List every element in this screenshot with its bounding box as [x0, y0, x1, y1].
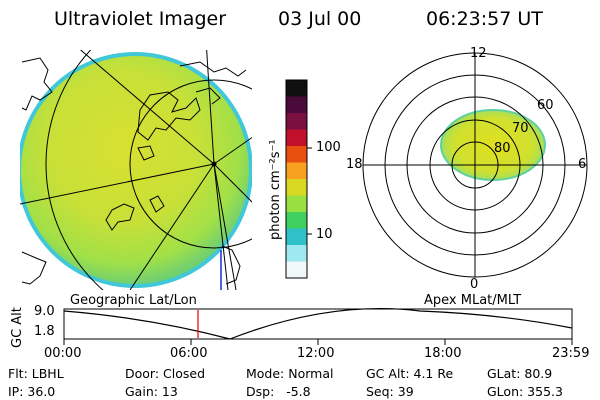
longitude-line: [213, 163, 237, 290]
door-status: Door: Closed: [125, 366, 206, 381]
altitude-tick-min: 1.8: [34, 324, 55, 339]
coastline: [21, 251, 47, 285]
x-tick-label: 23:59: [552, 346, 590, 361]
ip-status: IP: 36.0: [8, 384, 56, 399]
longitude-line: [206, 50, 215, 165]
coastline: [221, 245, 241, 285]
earth-disk: [21, 56, 249, 284]
mlat-label-80: 80: [494, 141, 511, 156]
coastline: [137, 145, 155, 161]
mlt-label-6: 6: [578, 157, 587, 172]
longitude-line: [213, 136, 252, 165]
dsp-status: Dsp: -5.8: [246, 384, 311, 399]
filter-status: Flt: LBHL: [8, 366, 64, 381]
colorbar-unit-label: photon cm⁻²s⁻¹: [268, 139, 283, 240]
colorbar-frame: [285, 79, 308, 279]
colorbar-segment: [286, 129, 307, 147]
coastline: [195, 87, 221, 105]
colorbar-segment: [286, 261, 307, 279]
colorbar-segment: [286, 195, 307, 213]
mlt-label-0: 0: [470, 277, 479, 292]
x-tick-label: 06:00: [170, 346, 208, 361]
gain-status: Gain: 13: [125, 384, 178, 399]
colorbar-segment: [286, 162, 307, 180]
longitude-line: [213, 163, 252, 203]
colorbar-label-10: 10: [316, 227, 333, 242]
mlat-label-60: 60: [537, 98, 554, 113]
auroral-oval: [440, 109, 546, 181]
mlt-label-18: 18: [346, 157, 363, 172]
instrument-title: Ultraviolet Imager: [54, 8, 227, 30]
colorbar-label-100: 100: [316, 140, 341, 155]
altitude-curve: [63, 308, 573, 340]
mode-status: Mode: Normal: [246, 366, 334, 381]
x-tick-label: 18:00: [424, 346, 462, 361]
colorbar-segment: [286, 80, 307, 97]
longitude-line: [213, 163, 229, 290]
longitude-line: [79, 50, 215, 165]
mlat-label-70: 70: [512, 121, 529, 136]
observation-date: 03 Jul 00: [278, 8, 362, 30]
glat-status: GLat: 80.9: [487, 366, 553, 381]
coastline: [149, 195, 165, 213]
altitude-tick-max: 9.0: [34, 304, 55, 319]
longitude-line: [20, 163, 215, 205]
colorbar-segment: [286, 212, 307, 229]
latitude-circle: [45, 50, 104, 290]
earth-image: [20, 50, 252, 290]
colorbar-segment: [286, 245, 307, 262]
polar-plot: [362, 52, 588, 278]
pole-marker: [211, 161, 217, 167]
coastline: [137, 91, 201, 141]
altitude-axis-label: GC Alt: [10, 307, 25, 348]
altitude-plot: [63, 308, 573, 345]
colorbar: [285, 79, 308, 279]
colorbar-segment: [286, 113, 307, 130]
latitude-circle: [129, 79, 252, 249]
longitude-line: [129, 163, 215, 290]
coastline: [179, 61, 247, 77]
colorbar-segment: [286, 96, 307, 114]
observation-time: 06:23:57 UT: [426, 8, 543, 30]
glon-status: GLon: 355.3: [487, 384, 563, 399]
seq-status: Seq: 39: [366, 384, 414, 399]
x-tick-label: 00:00: [44, 346, 82, 361]
colorbar-segment: [286, 179, 307, 196]
coastline: [21, 57, 53, 111]
colorbar-segment: [286, 228, 307, 246]
geographic-caption: Geographic Lat/Lon: [70, 293, 197, 308]
mlt-label-12: 12: [470, 46, 487, 61]
x-tick-label: 12:00: [297, 346, 335, 361]
colorbar-segment: [286, 146, 307, 163]
gc-alt-status: GC Alt: 4.1 Re: [366, 366, 454, 381]
coastline: [105, 203, 135, 231]
apex-caption: Apex MLat/MLT: [424, 293, 522, 308]
